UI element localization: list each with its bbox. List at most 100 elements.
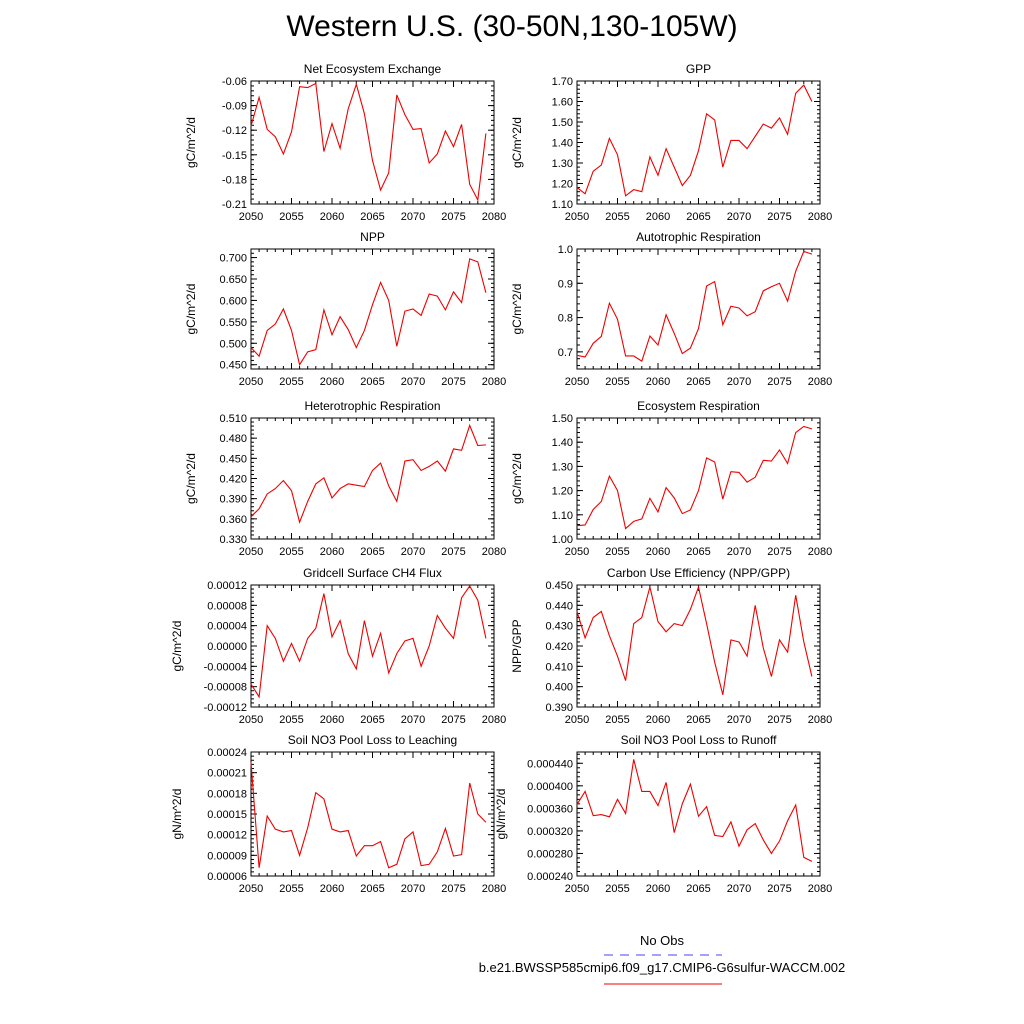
y-tick-label: 0.480	[219, 433, 247, 445]
y-axis-label: gN/m^2/d	[494, 789, 508, 840]
x-tick-label: 2055	[605, 883, 629, 895]
x-tick-label: 2080	[482, 883, 506, 895]
y-tick-label: 0.000280	[527, 848, 573, 860]
y-tick-label: 0.8	[558, 313, 573, 325]
y-tick-label: 1.30	[552, 461, 573, 473]
x-tick-label: 2065	[360, 376, 384, 388]
x-tick-label: 2065	[686, 714, 710, 726]
x-tick-label: 2060	[646, 714, 670, 726]
y-tick-label: 0.700	[219, 253, 247, 265]
x-tick-label: 2080	[808, 883, 832, 895]
x-tick-label: 2055	[279, 376, 303, 388]
x-tick-label: 2050	[239, 883, 263, 895]
y-tick-label: 1.50	[552, 117, 573, 129]
x-tick-label: 2080	[482, 376, 506, 388]
x-tick-label: 2060	[320, 546, 344, 558]
series-line	[576, 425, 813, 530]
y-tick-label: 0.7	[558, 347, 573, 359]
y-tick-label: 0.390	[545, 702, 573, 714]
x-tick-label: 2050	[565, 546, 589, 558]
panel-title: Ecosystem Respiration	[637, 399, 760, 413]
x-tick-label: 2050	[565, 211, 589, 223]
x-tick-label: 2050	[565, 376, 589, 388]
x-tick-label: 2050	[565, 714, 589, 726]
panel-10: Soil NO3 Pool Loss to Runoff 2050 2055 2060…	[494, 733, 832, 895]
y-tick-label: 0.500	[219, 338, 247, 350]
x-tick-label: 2055	[605, 714, 629, 726]
panel-title: Net Ecosystem Exchange	[304, 62, 442, 76]
x-tick-label: 2080	[808, 211, 832, 223]
x-tick-label: 2060	[646, 546, 670, 558]
y-tick-label: 1.50	[552, 413, 573, 425]
y-tick-label: 0.00000	[207, 641, 247, 653]
y-tick-label: -0.00012	[204, 702, 247, 714]
y-tick-label: 0.550	[219, 317, 247, 329]
x-tick-label: 2055	[279, 883, 303, 895]
x-tick-label: 2080	[482, 546, 506, 558]
y-tick-label: 1.20	[552, 179, 573, 191]
y-axis-label: NPP/GPP	[510, 619, 524, 672]
y-tick-label: 0.00024	[207, 747, 247, 759]
y-tick-label: 0.00018	[207, 788, 247, 800]
y-tick-label: 0.420	[219, 474, 247, 486]
x-tick-label: 2055	[279, 714, 303, 726]
y-tick-label: 0.440	[545, 600, 573, 612]
series-line	[576, 84, 813, 197]
y-tick-label: 0.510	[219, 413, 247, 425]
x-tick-label: 2065	[360, 211, 384, 223]
x-tick-label: 2060	[646, 883, 670, 895]
y-tick-label: 1.40	[552, 138, 573, 150]
plot-frame	[250, 751, 495, 877]
y-tick-label: 0.00008	[207, 600, 247, 612]
x-tick-label: 2080	[808, 376, 832, 388]
y-axis-label: gC/m^2/d	[510, 453, 524, 504]
x-tick-label: 2075	[767, 714, 791, 726]
y-axis-label: gC/m^2/d	[510, 117, 524, 168]
y-tick-label: 0.00021	[207, 768, 247, 780]
legend-label-no-obs: No Obs	[640, 933, 685, 948]
x-tick-label: 2070	[401, 546, 425, 558]
y-tick-label: 0.000240	[527, 871, 573, 883]
y-tick-label: 0.9	[558, 278, 573, 290]
x-tick-label: 2070	[401, 376, 425, 388]
y-tick-label: -0.06	[222, 76, 247, 88]
y-tick-label: 1.40	[552, 437, 573, 449]
y-tick-label: 0.450	[545, 580, 573, 592]
y-axis-label: gC/m^2/d	[170, 621, 184, 672]
x-tick-label: 2055	[605, 376, 629, 388]
figure-title: Western U.S. (30-50N,130-105W)	[286, 10, 738, 43]
y-tick-label: -0.09	[222, 101, 247, 113]
y-tick-label: 0.00012	[207, 830, 247, 842]
x-tick-label: 2070	[401, 883, 425, 895]
y-tick-label: 0.650	[219, 274, 247, 286]
y-tick-label: -0.00008	[204, 682, 247, 694]
x-tick-label: 2075	[441, 546, 465, 558]
x-tick-label: 2055	[279, 546, 303, 558]
x-tick-label: 2060	[646, 376, 670, 388]
x-tick-label: 2065	[686, 883, 710, 895]
x-tick-label: 2060	[320, 376, 344, 388]
plot-frame	[576, 417, 821, 540]
y-tick-label: 1.60	[552, 97, 573, 109]
y-tick-label: 0.450	[219, 360, 247, 372]
y-tick-label: 0.000440	[527, 758, 573, 770]
y-tick-label: 0.390	[219, 494, 247, 506]
x-tick-label: 2050	[565, 883, 589, 895]
series-line	[250, 423, 486, 524]
x-tick-label: 2065	[360, 883, 384, 895]
x-tick-label: 2075	[441, 883, 465, 895]
y-tick-label: 0.00004	[207, 621, 247, 633]
y-tick-label: 0.400	[545, 682, 573, 694]
x-tick-label: 2070	[727, 376, 751, 388]
y-tick-label: 0.410	[545, 661, 573, 673]
x-tick-label: 2060	[646, 211, 670, 223]
panel-3: NPP 2050 2055 2060 2065 2070 2075 2080 0.450 0.50…	[184, 230, 506, 388]
y-tick-label: 1.20	[552, 486, 573, 498]
y-tick-label: 1.00	[552, 534, 573, 546]
panel-title: GPP	[686, 62, 711, 76]
panel-5: Heterotrophic Respiration 2050 2055 2060 206…	[184, 399, 506, 558]
y-tick-label: 0.420	[545, 641, 573, 653]
series-line	[576, 250, 813, 362]
y-tick-label: -0.18	[222, 174, 247, 186]
panel-title: Gridcell Surface CH4 Flux	[303, 566, 442, 580]
